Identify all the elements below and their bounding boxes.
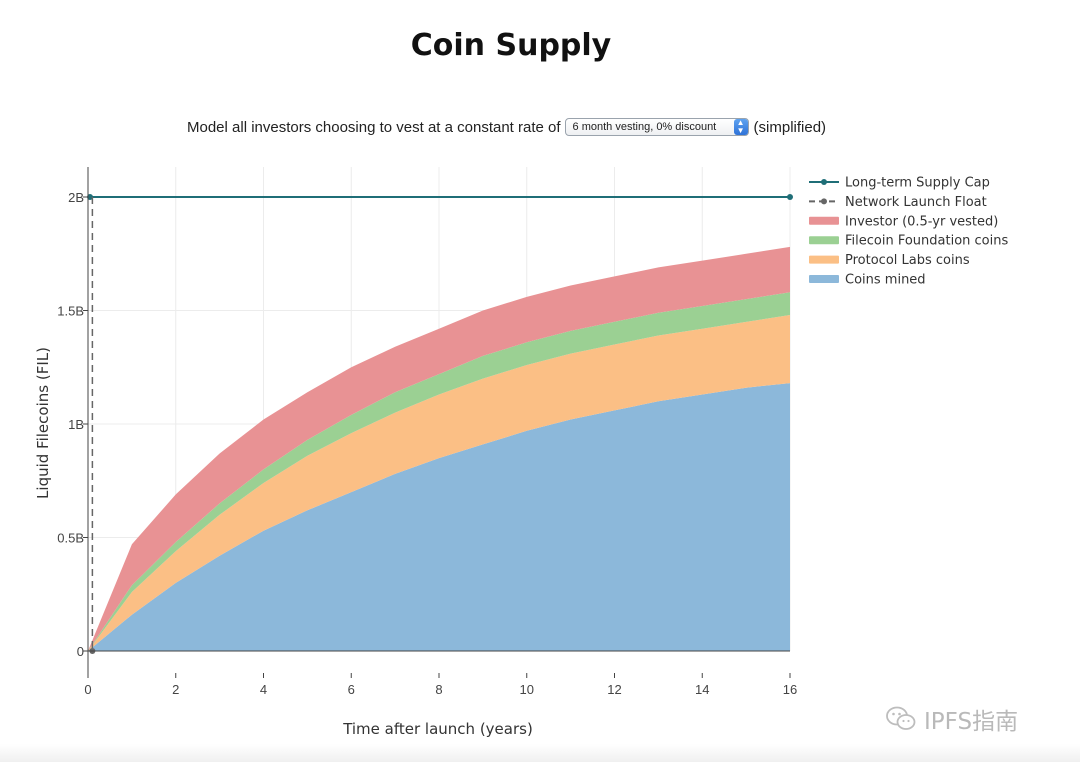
legend-label-investor-0-5-yr-vested: Investor (0.5-yr vested) <box>845 214 998 229</box>
y-tick-label: 1.5B <box>57 304 84 319</box>
tick-labels: 0 2 4 6 8 10 12 14 16 0 0.5B 1B 1.5B 2B <box>57 190 797 697</box>
vesting-suffix: (simplified) <box>753 118 827 136</box>
vesting-prompt: Model all investors choosing to vest at … <box>187 118 561 136</box>
x-tick-label: 4 <box>260 682 267 697</box>
legend-label-coins-mined: Coins mined <box>845 273 926 288</box>
legend-swatch-protocol-labs-coins <box>809 255 839 264</box>
y-tick-label: 0 <box>77 644 84 659</box>
x-tick-label: 0 <box>84 682 91 697</box>
legend-label-protocol-labs-coins: Protocol Labs coins <box>845 253 970 268</box>
x-axis-title: Time after launch (years) <box>342 720 533 738</box>
page-title: Coin Supply <box>410 28 612 63</box>
y-tick-label: 0.5B <box>57 531 84 546</box>
legend-marker-long-term-supply-cap <box>821 179 827 185</box>
chevron-updown-icon: ▲ ▼ <box>733 119 748 135</box>
x-tick-label: 6 <box>348 682 355 697</box>
vesting-controls: Model all investors choosing to vest at … <box>187 118 826 136</box>
vesting-select-value: 6 month vesting, 0% discount <box>572 121 717 133</box>
area-coins-mined <box>88 383 790 651</box>
area-protocol-labs-coins <box>88 315 790 651</box>
reference-lines <box>87 194 793 654</box>
y-tick-label: 2B <box>68 190 84 205</box>
area-investor-0-5-yr-vested <box>88 246 790 651</box>
x-tick-label: 10 <box>520 682 534 697</box>
supply-cap-marker-end <box>787 194 793 200</box>
legend-swatch-investor-0-5-yr-vested <box>809 216 839 225</box>
legend-swatch-filecoin-foundation-coins <box>809 236 839 245</box>
watermark-text: IPFS指南 <box>924 709 1019 735</box>
bottom-shadow <box>0 744 1080 762</box>
legend: Long-term Supply Cap Network Launch Float… <box>809 176 1008 288</box>
x-tick-label: 2 <box>172 682 179 697</box>
legend-label-filecoin-foundation-coins: Filecoin Foundation coins <box>845 234 1008 249</box>
x-tick-label: 8 <box>435 682 442 697</box>
x-tick-label: 12 <box>607 682 621 697</box>
wechat-icon <box>886 706 916 730</box>
legend-swatch-coins-mined <box>809 275 839 283</box>
vesting-select[interactable]: 6 month vesting, 0% discount ▲ ▼ <box>564 118 749 136</box>
legend-label-long-term-supply-cap: Long-term Supply Cap <box>845 176 990 191</box>
legend-label-network-launch-float: Network Launch Float <box>845 195 987 210</box>
axes <box>87 167 790 673</box>
y-axis-title: Liquid Filecoins (FIL) <box>34 347 52 499</box>
area-series <box>88 246 790 651</box>
legend-marker-network-launch-float <box>821 198 827 205</box>
x-tick-label: 14 <box>695 682 709 697</box>
x-tick-label: 16 <box>783 682 797 697</box>
y-tick-label: 1B <box>68 417 84 432</box>
watermark: IPFS指南 <box>886 702 1018 736</box>
